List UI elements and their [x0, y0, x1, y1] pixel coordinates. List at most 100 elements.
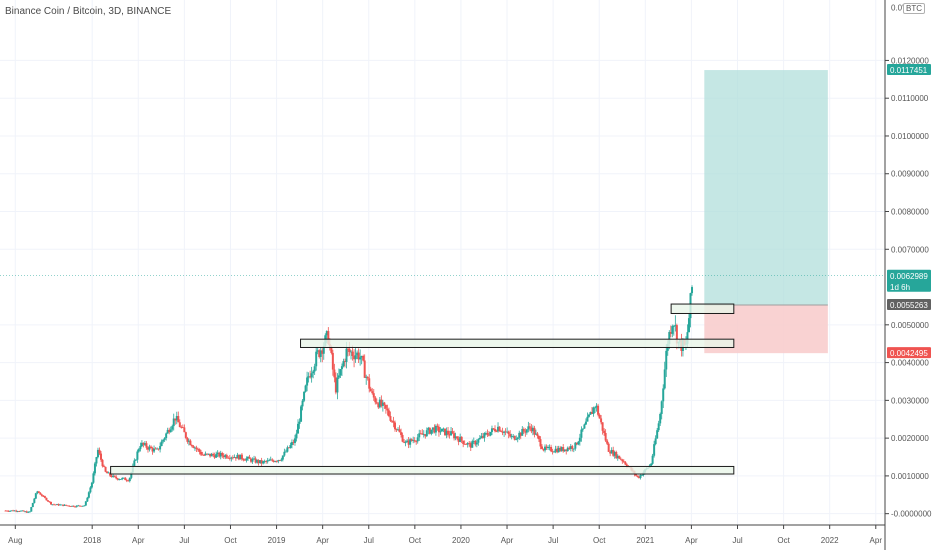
- price-label-entry: 0.0055263: [887, 298, 931, 310]
- candle-body: [425, 430, 428, 437]
- candle-body: [415, 441, 418, 443]
- candle-body: [313, 366, 316, 372]
- price-tick-label: 0.0070000: [891, 245, 929, 254]
- candle-body: [442, 428, 445, 430]
- candle-body: [184, 432, 187, 438]
- candle-body: [10, 510, 13, 512]
- candle-body: [619, 458, 622, 460]
- candle-body: [522, 428, 525, 432]
- candle-body: [31, 502, 34, 508]
- candle-body: [498, 426, 501, 432]
- candle-body: [584, 421, 587, 425]
- candle-body: [210, 453, 213, 457]
- candle-body: [600, 418, 603, 423]
- price-axis: 0.0120000 0.0110000 0.0100000 0.0090000 0.00…: [884, 0, 932, 550]
- candle-body: [513, 435, 516, 440]
- candle-body: [290, 442, 293, 446]
- candle-body: [121, 478, 124, 480]
- candle-body: [412, 440, 415, 441]
- candle-body: [428, 427, 431, 434]
- candle-body: [201, 454, 204, 456]
- candle-body: [33, 498, 36, 503]
- candle-body: [427, 427, 430, 431]
- candle-body: [174, 418, 177, 421]
- candle-body: [598, 414, 601, 419]
- candle-body: [343, 361, 346, 362]
- candle-body: [109, 472, 112, 476]
- candle-body: [30, 507, 33, 512]
- candle-body: [306, 377, 309, 386]
- candle-body: [304, 385, 307, 392]
- candle-body: [615, 451, 618, 459]
- candle-body: [128, 477, 131, 482]
- candle-body: [515, 439, 518, 440]
- candle-body: [577, 441, 580, 445]
- candle-body: [196, 448, 199, 450]
- candle-body: [177, 416, 180, 423]
- candle-body: [154, 448, 157, 450]
- currency-badge[interactable]: BTC: [903, 3, 925, 14]
- zone-bottom: [110, 465, 735, 475]
- candle-body: [565, 449, 568, 452]
- candle-body: [516, 437, 519, 440]
- candle-body: [151, 448, 154, 452]
- candle-body: [363, 360, 366, 378]
- candle-body: [537, 436, 540, 440]
- candle-body: [616, 455, 619, 459]
- candle-body: [424, 434, 427, 437]
- price-tick-label: 0.0040000: [891, 359, 929, 368]
- candle-body: [245, 458, 248, 461]
- candle-body: [287, 447, 290, 449]
- candle-body: [6, 510, 9, 512]
- position-tool: [704, 70, 828, 354]
- candle-body: [462, 440, 465, 444]
- candle-body: [372, 393, 375, 398]
- candle-body: [592, 407, 595, 414]
- candle-body: [368, 378, 371, 389]
- price-label-bg: [887, 347, 931, 359]
- candle-body: [48, 501, 51, 503]
- candle-body: [113, 475, 116, 477]
- candle-body: [566, 447, 569, 452]
- candle-body: [236, 454, 239, 459]
- candle-body: [333, 369, 336, 378]
- candle-body: [507, 431, 510, 435]
- candle-body: [406, 440, 409, 443]
- candle-body: [115, 476, 118, 479]
- candle-body: [445, 430, 448, 436]
- candle-body: [660, 401, 663, 414]
- zone-middle: [300, 338, 735, 348]
- candle-body: [104, 466, 107, 472]
- candle-body: [19, 510, 22, 512]
- candle-body: [569, 446, 572, 449]
- candle-body: [540, 446, 543, 449]
- candle-body: [34, 493, 37, 499]
- time-tick-label: 2018: [83, 536, 101, 545]
- candle-body: [674, 325, 677, 327]
- candle-body: [256, 460, 259, 463]
- candle-body: [189, 440, 192, 446]
- candle-body: [587, 414, 590, 417]
- candle-body: [410, 439, 413, 441]
- candle-body: [72, 505, 75, 507]
- candle-body: [133, 460, 136, 466]
- candle-body: [4, 510, 7, 512]
- candle-body: [330, 346, 333, 353]
- time-tick-label: Oct: [593, 536, 606, 545]
- candle-body: [53, 504, 56, 506]
- price-tick-label: 0.0110000: [891, 94, 929, 103]
- candle-body: [345, 348, 348, 362]
- candle-body: [337, 375, 340, 378]
- candle-body: [636, 475, 639, 477]
- price-label-bg: [887, 64, 931, 76]
- candle-body: [74, 506, 77, 508]
- candle-body: [651, 455, 654, 464]
- candle-body: [286, 447, 289, 452]
- candle-body: [390, 420, 393, 422]
- candle-body: [295, 433, 298, 439]
- candle-body: [613, 451, 616, 456]
- candle-body: [175, 416, 178, 421]
- candle-body: [66, 505, 69, 507]
